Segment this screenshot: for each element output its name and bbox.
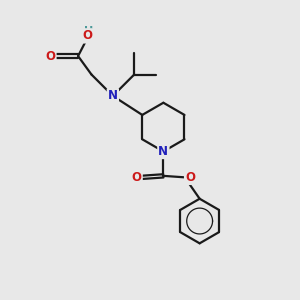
Text: O: O — [82, 29, 92, 42]
Text: N: N — [158, 145, 168, 158]
Text: H: H — [84, 26, 93, 35]
Text: N: N — [108, 89, 118, 102]
Text: O: O — [185, 171, 195, 184]
Text: O: O — [45, 50, 56, 63]
Text: O: O — [132, 171, 142, 184]
